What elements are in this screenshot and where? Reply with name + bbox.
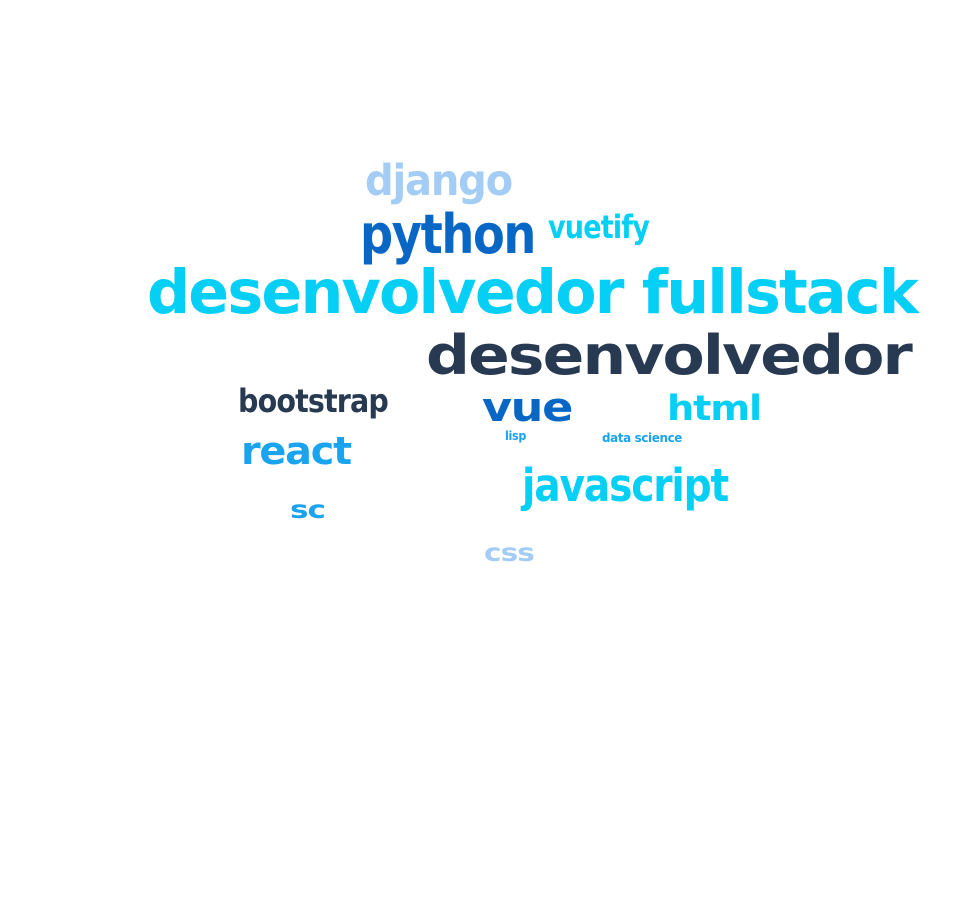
word-django: django (365, 156, 513, 206)
word-vue: vue (482, 385, 573, 431)
word-python: python (360, 203, 536, 266)
word-data-science: data science (602, 431, 682, 445)
word-desenvolvedor: desenvolvedor (426, 324, 913, 387)
word-desenvolvedor-fullstack: desenvolvedor fullstack (147, 257, 919, 328)
word-react: react (241, 429, 352, 473)
word-vuetify: vuetify (548, 208, 650, 246)
word-html: html (667, 389, 762, 429)
word-javascript: javascript (522, 459, 729, 512)
word-lisp: lisp (505, 429, 526, 443)
word-sc: sc (290, 495, 326, 524)
word-bootstrap: bootstrap (238, 382, 389, 420)
word-css: css (484, 538, 535, 567)
